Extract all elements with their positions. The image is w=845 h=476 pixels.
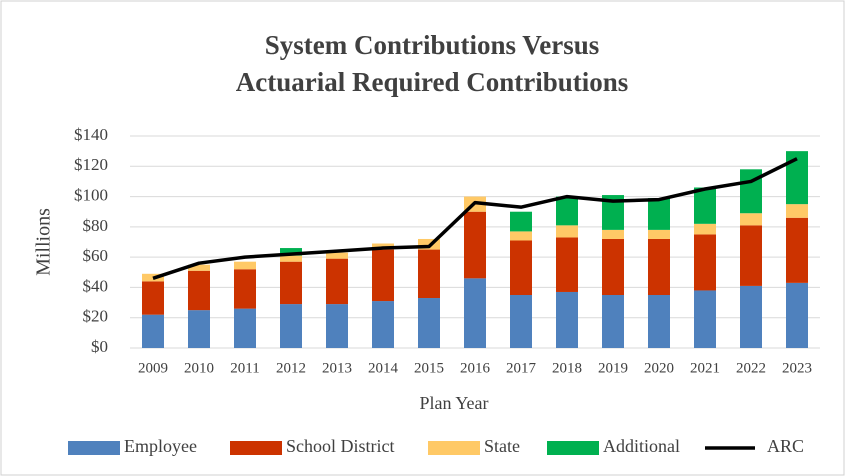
bar-segment	[648, 198, 670, 230]
bar-segment	[142, 314, 164, 348]
bar-segment	[648, 295, 670, 348]
bar-segment	[280, 255, 302, 262]
chart-title: System Contributions Versus	[265, 30, 600, 60]
x-tick-label: 2021	[690, 360, 720, 376]
legend-label: State	[484, 436, 520, 456]
bar-segment	[188, 264, 210, 271]
y-tick-label: $60	[83, 246, 109, 265]
y-tick-label: $20	[83, 307, 109, 326]
bar-segment	[694, 234, 716, 291]
legend-label: Additional	[603, 436, 680, 456]
y-axis-title: Millions	[33, 208, 55, 276]
bar-segment	[326, 304, 348, 348]
bar-segment	[694, 290, 716, 348]
bar-segment	[694, 223, 716, 235]
bar-segment	[280, 261, 302, 305]
bar-segment	[786, 217, 808, 283]
x-tick-label: 2016	[460, 360, 491, 376]
bar-segment	[786, 282, 808, 348]
legend-swatch	[547, 441, 599, 455]
x-tick-label: 2014	[368, 360, 399, 376]
bar-segment	[786, 204, 808, 218]
line	[152, 157, 798, 281]
x-tick-label: 2009	[138, 360, 168, 376]
bar-segment	[234, 261, 256, 270]
legend-label: Employee	[124, 436, 197, 456]
x-tick-label: 2019	[598, 360, 628, 376]
x-tick-label: 2022	[736, 360, 766, 376]
x-tick-label: 2013	[322, 360, 352, 376]
bar-segment	[372, 249, 394, 302]
bar-segment	[510, 240, 532, 295]
bar-segment	[372, 301, 394, 348]
chart-title: Actuarial Required Contributions	[236, 67, 629, 97]
bar-segment	[648, 229, 670, 239]
bar-segment	[556, 196, 578, 226]
y-tick-label: $80	[83, 216, 109, 235]
bar-segment	[602, 295, 624, 348]
bar-segment	[510, 211, 532, 232]
bar-segment	[188, 270, 210, 311]
x-tick-label: 2018	[552, 360, 582, 376]
x-tick-label: 2023	[782, 360, 812, 376]
bar-segment	[464, 278, 486, 348]
y-tick-label: $0	[91, 337, 108, 356]
bar-segment	[418, 298, 440, 348]
x-tick-label: 2011	[230, 360, 259, 376]
bar-segment	[556, 237, 578, 292]
bar-segment	[694, 187, 716, 224]
bar-segment	[280, 304, 302, 348]
legend-label: ARC	[767, 436, 804, 456]
y-tick-label: $40	[83, 276, 109, 295]
bar-segment	[602, 238, 624, 295]
bar-segment	[556, 225, 578, 238]
bar-segment	[602, 195, 624, 230]
bar-segment	[602, 229, 624, 239]
bar-segment	[326, 252, 348, 259]
bar-segment	[740, 285, 762, 348]
bar-segment	[510, 231, 532, 241]
bar-segment	[142, 281, 164, 315]
y-tick-label: $100	[74, 185, 108, 204]
legend-swatch	[230, 441, 282, 455]
x-tick-label: 2017	[506, 360, 537, 376]
bar-segment	[740, 225, 762, 286]
x-tick-label: 2015	[414, 360, 444, 376]
legend-swatch	[428, 441, 480, 455]
bar-segment	[326, 258, 348, 305]
bar-segment	[280, 248, 302, 256]
y-tick-label: $120	[74, 155, 108, 174]
x-tick-label: 2012	[276, 360, 306, 376]
bar-segment	[648, 238, 670, 295]
x-axis-title: Plan Year	[419, 393, 488, 413]
bar-segment	[510, 295, 532, 348]
bar-segment	[740, 213, 762, 226]
bar-segment	[234, 308, 256, 348]
legend-label: School District	[286, 436, 395, 456]
x-tick-label: 2010	[184, 360, 214, 376]
legend-swatch	[68, 441, 120, 455]
y-tick-label: $140	[74, 125, 108, 144]
bar-segment	[464, 211, 486, 279]
bar-segment	[786, 151, 808, 205]
x-tick-label: 2020	[644, 360, 674, 376]
bar-segment	[188, 310, 210, 348]
bar-segment	[418, 249, 440, 299]
bar-segment	[234, 269, 256, 309]
bar-segment	[556, 291, 578, 348]
